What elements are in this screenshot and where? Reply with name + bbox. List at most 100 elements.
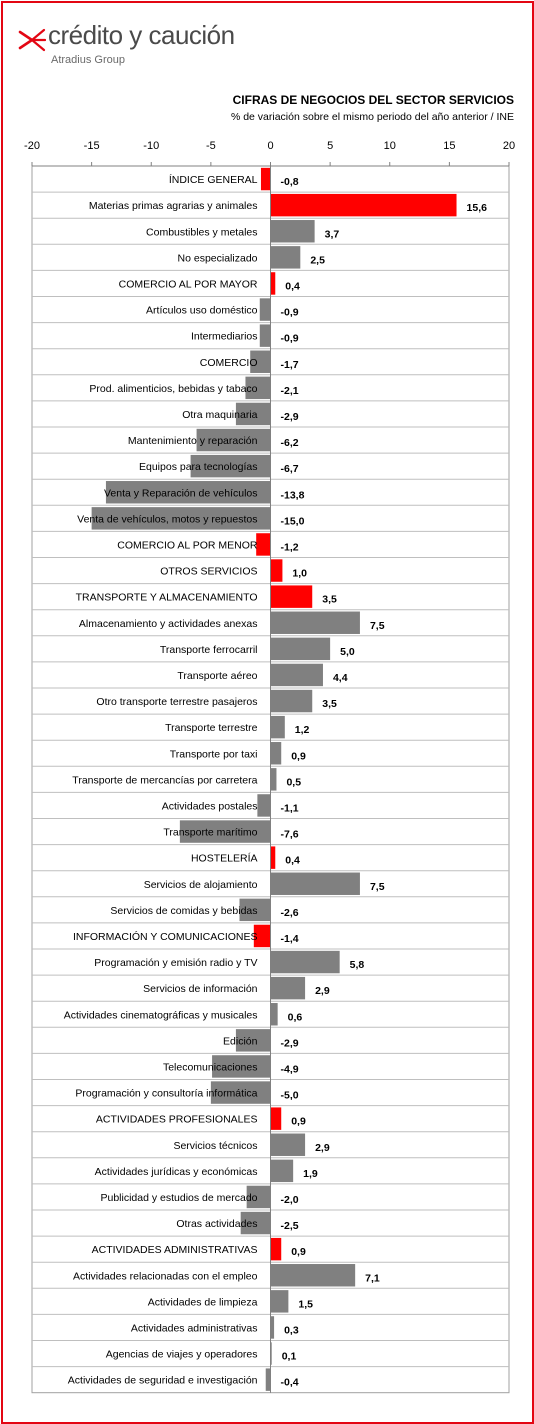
- category-label: Otro transporte terrestre pasajeros: [96, 696, 257, 708]
- bar: [270, 1290, 289, 1313]
- bar: [270, 715, 285, 739]
- category-label: Actividades cinematográficas y musicales: [64, 1009, 258, 1021]
- bar: [270, 637, 331, 661]
- x-tick-label: 5: [327, 140, 333, 152]
- category-label: No especializado: [178, 252, 258, 264]
- bar: [250, 350, 271, 373]
- chart-subtitle: % de variación sobre el mismo periodo de…: [230, 111, 514, 123]
- brand-name: crédito y caución: [48, 20, 235, 50]
- value-label: -2,0: [281, 1194, 299, 1206]
- category-label: Equipos para tecnologías: [139, 461, 258, 473]
- category-label: Combustibles y metales: [146, 226, 257, 238]
- x-tick-label: -10: [143, 140, 159, 152]
- bar: [270, 1342, 272, 1365]
- bar: [256, 533, 271, 556]
- category-label: ÍNDICE GENERAL: [169, 173, 258, 186]
- value-label: 2,9: [315, 985, 330, 997]
- x-tick-label: -15: [84, 140, 100, 152]
- category-label: Telecomunicaciones: [163, 1061, 258, 1073]
- value-label: -0,9: [281, 333, 299, 345]
- bar: [270, 1237, 282, 1261]
- value-label: 1,2: [295, 724, 310, 736]
- value-label: 3,7: [325, 228, 340, 240]
- brand-logo: crédito y caución Atradius Group: [18, 20, 258, 70]
- bar: [270, 272, 276, 295]
- category-label: Servicios de comidas y bebidas: [110, 905, 257, 917]
- value-label: 0,4: [285, 280, 300, 292]
- value-label: 0,5: [286, 776, 301, 788]
- category-label: COMERCIO AL POR MAYOR: [119, 278, 258, 290]
- category-label: Edición: [223, 1035, 258, 1047]
- value-label: -2,6: [281, 907, 299, 919]
- bar: [270, 976, 306, 1000]
- bar: [270, 1159, 294, 1183]
- value-label: 0,3: [284, 1324, 299, 1336]
- category-label: Venta de vehículos, motos y repuestos: [77, 513, 257, 525]
- category-label: INFORMACIÓN Y COMUNICACIONES: [73, 930, 258, 943]
- category-label: COMERCIO: [200, 357, 258, 369]
- bar: [253, 924, 271, 948]
- value-label: 0,4: [285, 855, 300, 867]
- category-label: Artículos uso doméstico: [146, 305, 258, 317]
- brand-logo-icon: [18, 28, 46, 52]
- bar: [260, 167, 271, 191]
- category-label: TRANSPORTE Y ALMACENAMIENTO: [76, 592, 258, 604]
- x-tick-label: 15: [443, 140, 455, 152]
- category-label: Intermediarios: [191, 331, 258, 343]
- bar: [239, 898, 271, 922]
- category-label: COMERCIO AL POR MENOR: [117, 539, 258, 551]
- bar: [270, 193, 457, 217]
- brand-subtitle: Atradius Group: [51, 54, 125, 66]
- category-label: Prod. alimenticios, bebidas y tabaco: [89, 383, 257, 395]
- category-label: Publicidad y estudios de mercado: [100, 1192, 257, 1204]
- value-label: -1,2: [281, 541, 299, 553]
- category-label: Servicios de alojamiento: [144, 879, 258, 891]
- value-label: -15,0: [281, 515, 305, 527]
- bar: [212, 1055, 271, 1078]
- value-label: -13,8: [281, 489, 305, 501]
- bar: [235, 1029, 271, 1052]
- bar: [245, 376, 271, 400]
- value-label: 2,9: [315, 1142, 330, 1154]
- category-label: Transporte marítimo: [163, 827, 257, 839]
- value-label: -1,1: [281, 802, 299, 814]
- category-label: Materias primas agrarias y animales: [89, 200, 258, 212]
- bar: [270, 1133, 306, 1156]
- bar: [270, 742, 282, 765]
- x-tick-label: 0: [267, 140, 273, 152]
- value-label: -1,7: [281, 359, 299, 371]
- bar: [270, 611, 360, 634]
- bar: [257, 794, 271, 817]
- value-label: 0,9: [291, 750, 306, 762]
- value-label: -6,7: [281, 463, 299, 475]
- category-label: Programación y consultoría informática: [75, 1088, 257, 1100]
- bar: [246, 1185, 271, 1209]
- value-label: 0,1: [282, 1351, 297, 1363]
- value-label: -0,4: [281, 1377, 299, 1389]
- category-label: HOSTELERÍA: [191, 852, 258, 865]
- value-label: -1,4: [281, 933, 299, 945]
- bar: [270, 950, 340, 974]
- bar: [270, 689, 313, 713]
- value-label: -0,9: [281, 307, 299, 319]
- bar: [270, 768, 277, 791]
- bar: [259, 298, 271, 321]
- value-label: 4,4: [333, 672, 348, 684]
- bar: [270, 1107, 282, 1130]
- category-label: Transporte de mercancías por carretera: [72, 774, 257, 786]
- category-label: Transporte terrestre: [165, 722, 258, 734]
- bar: [270, 1316, 275, 1339]
- value-label: 2,5: [310, 254, 325, 266]
- bar: [196, 428, 271, 452]
- bar: [235, 402, 271, 426]
- category-label: ACTIVIDADES PROFESIONALES: [96, 1114, 258, 1126]
- value-label: -5,0: [281, 1090, 299, 1102]
- bar: [105, 481, 271, 504]
- bar: [91, 507, 271, 530]
- value-label: -2,9: [281, 1037, 299, 1049]
- category-label: Actividades jurídicas y económicas: [95, 1166, 258, 1178]
- category-label: Transporte aéreo: [177, 670, 257, 682]
- category-label: Actividades postales: [162, 800, 258, 812]
- value-label: 1,5: [298, 1298, 313, 1310]
